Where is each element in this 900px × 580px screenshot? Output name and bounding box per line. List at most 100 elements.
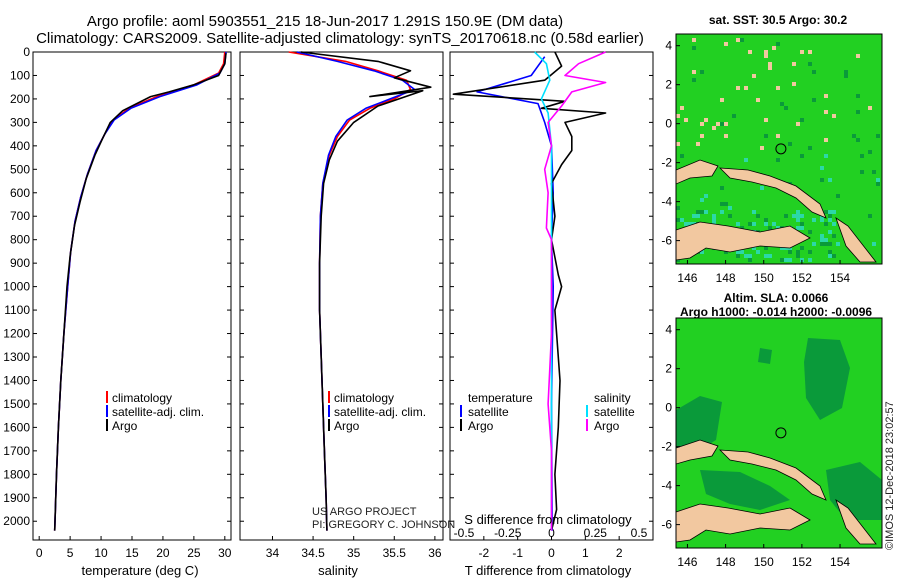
- sst-cell: [812, 218, 816, 222]
- temperature-xtick-label: 15: [125, 546, 139, 560]
- temperature-series-argo: [53, 53, 227, 531]
- sst-cell: [876, 182, 880, 186]
- sst-cell: [752, 246, 756, 250]
- legend-argo-label: Argo: [112, 419, 138, 433]
- sst-cell: [824, 154, 828, 158]
- salinity-panel: [239, 51, 444, 541]
- sst-cell: [768, 254, 772, 258]
- sst-cell: [756, 250, 760, 254]
- salinity-diff-tick-label: 0.25: [584, 526, 608, 540]
- depth-tick-label: 700: [10, 209, 30, 223]
- depth-tick-label: 1500: [3, 397, 30, 411]
- map-ytick-label: -6: [661, 518, 672, 532]
- sst-cell: [692, 78, 696, 82]
- sst-cell: [676, 114, 680, 118]
- sst-cell: [676, 206, 680, 210]
- header-line2: Climatology: CARS2009. Satellite-adjuste…: [36, 30, 644, 47]
- sst-cell: [824, 94, 828, 98]
- sst-cell: [832, 114, 836, 118]
- difference-xtick-label: -1: [512, 546, 523, 560]
- map-xtick-label: 150: [754, 271, 774, 285]
- sst-cell: [776, 134, 780, 138]
- difference-axis: -2 -1 0 1 2 -0.5 -0.25 0 0.25 0.5: [450, 51, 653, 560]
- depth-tick-label: 900: [10, 256, 30, 270]
- sst-cell: [836, 194, 840, 198]
- sst-cell: [684, 222, 688, 226]
- sst-cell: [828, 214, 832, 218]
- sst-cell: [852, 134, 856, 138]
- sst-cell: [736, 222, 740, 226]
- map-ytick-label: 4: [665, 323, 672, 337]
- sst-cell: [800, 246, 804, 250]
- temperature-xtick-label: 25: [187, 546, 201, 560]
- temperature-xtick-label: 20: [156, 546, 170, 560]
- sst-cell: [856, 54, 860, 58]
- sst-cell: [700, 122, 704, 126]
- map1-frame: [675, 33, 883, 265]
- map2-frame: [675, 317, 883, 549]
- map1-title: sat. SST: 30.5 Argo: 30.2: [709, 13, 848, 27]
- sst-cell: [736, 38, 740, 42]
- sst-cell: [824, 222, 828, 226]
- sst-cell: [732, 114, 736, 118]
- legend-salinity-title: salinity: [594, 391, 631, 405]
- temperature-legend: climatology satellite-adj. clim. Argo: [106, 391, 204, 433]
- map-ytick-label: -2: [661, 156, 672, 170]
- sst-cell: [720, 202, 724, 206]
- map-ytick-label: -4: [661, 479, 672, 493]
- sst-cell: [724, 134, 728, 138]
- sst-cell: [796, 218, 800, 222]
- sst-cell: [692, 46, 696, 50]
- sst-cell: [748, 258, 752, 262]
- sst-cell: [832, 222, 836, 226]
- sst-cell: [716, 122, 720, 126]
- sst-cell: [780, 258, 784, 262]
- sst-cell: [680, 106, 684, 110]
- imos-stamp: ©IMOS 12-Dec-2018 23:02:57: [884, 401, 896, 550]
- sst-cell: [736, 254, 740, 258]
- sst-cell: [800, 222, 804, 226]
- sst-cell: [756, 214, 760, 218]
- sst-cell: [800, 214, 804, 218]
- sst-cell: [736, 250, 740, 254]
- sst-cell: [684, 118, 688, 122]
- sst-cell: [832, 210, 836, 214]
- sst-cell: [720, 98, 724, 102]
- sst-cell: [744, 158, 748, 162]
- sst-cell: [856, 138, 860, 142]
- sst-cell: [748, 254, 752, 258]
- sst-cell: [760, 186, 764, 190]
- sst-cell: [800, 50, 804, 54]
- salinity-xlabel: salinity: [318, 563, 358, 578]
- sst-cell: [768, 62, 772, 66]
- map-ytick-label: 2: [665, 362, 672, 376]
- sst-cell: [784, 106, 788, 110]
- sst-cell: [772, 46, 776, 50]
- sst-cell: [752, 74, 756, 78]
- sst-cell: [780, 246, 784, 250]
- depth-tick-label: 100: [10, 68, 30, 82]
- sst-cell: [768, 226, 772, 230]
- sst-cell: [772, 222, 776, 226]
- sst-cell: [680, 218, 684, 222]
- sst-cell: [776, 158, 780, 162]
- legend-argo-label: Argo: [334, 419, 360, 433]
- sst-cell: [792, 214, 796, 218]
- salinity-xtick-label: 35: [347, 546, 361, 560]
- sst-cell: [692, 214, 696, 218]
- depth-tick-label: 300: [10, 115, 30, 129]
- map-ytick-label: -2: [661, 440, 672, 454]
- sst-cell: [808, 62, 812, 66]
- difference-series-salinity-argo: [543, 51, 607, 531]
- sst-cell: [748, 50, 752, 54]
- depth-tick-label: 1700: [3, 444, 30, 458]
- depth-tick-label: 2000: [3, 514, 30, 528]
- salinity-xtick-label: 34: [266, 546, 280, 560]
- sst-cell: [764, 218, 768, 222]
- sst-cell: [796, 250, 800, 254]
- sst-cell: [724, 250, 728, 254]
- sst-cell: [764, 254, 768, 258]
- legend-climatology-label: climatology: [334, 391, 394, 405]
- salinity-series-argo: [300, 51, 432, 531]
